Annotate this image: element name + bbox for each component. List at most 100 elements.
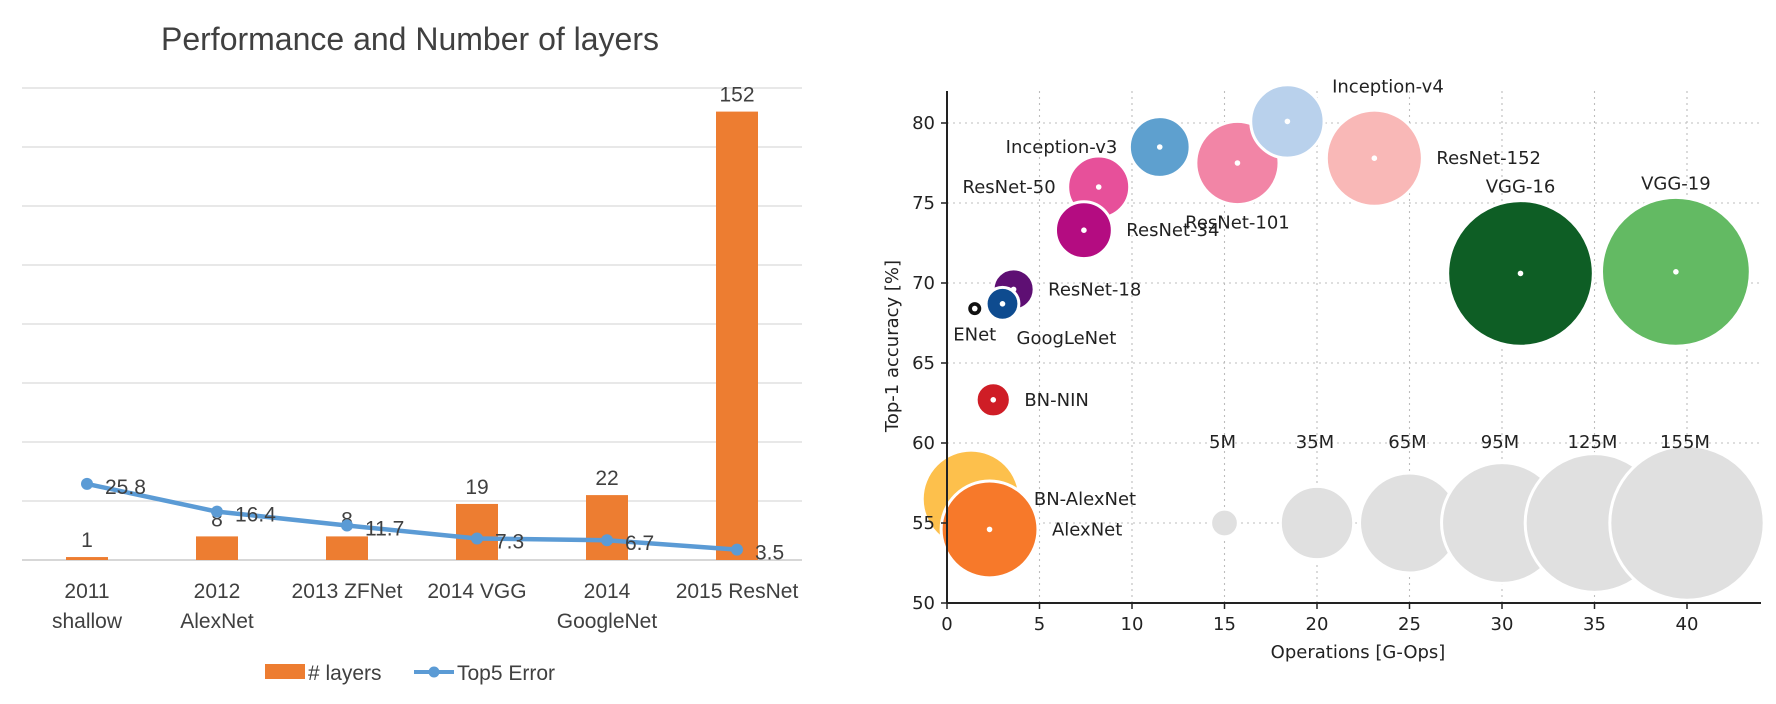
size-legend-label: 5M [1209,432,1236,453]
bar-value-label: 22 [595,467,618,490]
size-legend-bubble [1608,444,1766,602]
network-label: Inception-v3 [1006,137,1118,158]
x-tick-label: 30 [1491,614,1514,635]
network-label: Inception-v4 [1332,77,1444,98]
x-tick-label: 0 [941,614,952,635]
error-marker [601,534,613,547]
chart-axes: 0 5 10 15 20 25 30 35 40 50 55 60 65 70 75 80 [912,91,1761,635]
layers-error-chart: Performance and Number of layers 1881922… [22,21,802,685]
size-legend-label: 95M [1481,432,1519,453]
error-value-label: 25.8 [105,476,146,499]
error-marker [211,505,223,518]
network-label: ResNet-50 [963,177,1056,198]
chart-title: Performance and Number of layers [161,21,659,57]
legend-label-layers: # layers [308,662,382,685]
size-legend-bubble [1278,484,1356,562]
bubble-center-dot [971,305,978,312]
x-category-label: 2012 AlexNet [180,580,254,633]
error-marker [341,519,353,532]
bubble-center-dot [1284,118,1291,125]
size-legend-label: 35M [1296,432,1334,453]
bar [716,111,758,560]
accuracy-vs-ops-chart: 5M 35M 65M 95M 125M 155M Inception-v4 Inceptio… [882,77,1766,663]
network-label: ResNet-101 [1185,213,1290,234]
error-marker [81,477,93,490]
network-label: AlexNet [1052,519,1122,540]
bar-value-label: 1 [81,529,93,552]
bar-value-label: 8 [211,508,223,531]
error-line [86,481,738,552]
x-tick-label: 10 [1121,614,1144,635]
parameter-size-legend: 5M 35M 65M 95M 125M 155M [1209,432,1766,602]
x-tick-label: 25 [1398,614,1421,635]
network-label: GoogLeNet [1017,328,1117,349]
bar [586,495,628,560]
bubble-center-dot [990,397,997,403]
error-value-label: 6.7 [625,532,654,555]
network-label: ResNet-152 [1436,148,1541,169]
legend-swatch-layers [265,664,305,679]
x-tick-label: 35 [1583,614,1606,635]
line-data-labels: 25.8 16.4 11.7 7.3 6.7 3.5 [105,476,784,565]
error-marker [731,543,743,556]
x-category-label: 2014 VGG [427,580,526,603]
y-axis-title: Top-1 accuracy [%] [882,260,903,433]
line-series [81,477,743,556]
bubble-center-dot [1081,227,1087,233]
bar-value-label: 152 [719,84,754,107]
x-tick-label: 5 [1034,614,1045,635]
bubble-center-dot [1517,270,1524,277]
y-tick-label: 55 [912,513,935,534]
y-tick-label: 70 [912,273,935,294]
network-label: VGG-19 [1641,173,1711,194]
x-category-label: 2013 ZFNet [292,580,403,603]
bubble-center-dot [1095,184,1102,190]
y-tick-label: 80 [912,113,935,134]
bar [326,536,368,560]
legend-label-error: Top5 Error [457,662,555,685]
size-legend-bubble [1209,507,1240,539]
x-axis-labels: 2011 shallow 2012 AlexNet 2013 ZFNet 2014 VGG… [52,580,798,633]
chart-legend: # layers Top5 Error [265,662,555,685]
network-bubbles: Inception-v4Inception-v3ResNet-101ResNet… [920,77,1752,580]
bar-series [66,111,758,560]
error-value-label: 7.3 [495,530,524,553]
error-value-label: 16.4 [235,504,276,527]
y-tick-label: 65 [912,353,935,374]
x-tick-label: 40 [1676,614,1699,635]
bar [66,557,108,560]
network-label: ResNet-18 [1048,279,1141,300]
error-value-label: 3.5 [755,542,784,565]
y-tick-label: 50 [912,593,935,614]
bar [196,536,238,560]
x-category-label: 2015 ResNet [676,580,799,603]
x-axis-title: Operations [G-Ops] [1271,642,1446,663]
network-label: VGG-16 [1486,177,1556,198]
x-tick-label: 20 [1306,614,1329,635]
size-legend-label: 65M [1388,432,1426,453]
x-tick-label: 15 [1213,614,1236,635]
network-label: ResNet-34 [1126,220,1219,241]
bar-value-label: 19 [465,476,488,499]
size-legend-label: 125M [1568,432,1618,453]
bubble-center-dot [1673,269,1679,275]
error-value-label: 11.7 [365,517,404,540]
legend-swatch-error-marker [428,666,440,678]
bubble-center-dot [986,526,993,533]
network-label: ENet [953,325,996,346]
x-category-label: 2014 GoogleNet [557,580,658,633]
chart-gridlines [22,87,802,561]
bubble-center-dot [1371,155,1378,161]
network-label: BN-NIN [1024,390,1089,411]
bubble-center-dot [1234,160,1241,166]
size-legend-label: 155M [1660,432,1710,453]
x-category-label: 2011 shallow [52,580,123,633]
bubble-center-dot [1156,144,1163,150]
bar [456,503,498,560]
y-tick-label: 75 [912,193,935,214]
y-tick-label: 60 [912,433,935,454]
network-label: BN-AlexNet [1034,489,1136,510]
bar-data-labels: 1881922152 [81,84,754,552]
error-marker [471,532,483,545]
